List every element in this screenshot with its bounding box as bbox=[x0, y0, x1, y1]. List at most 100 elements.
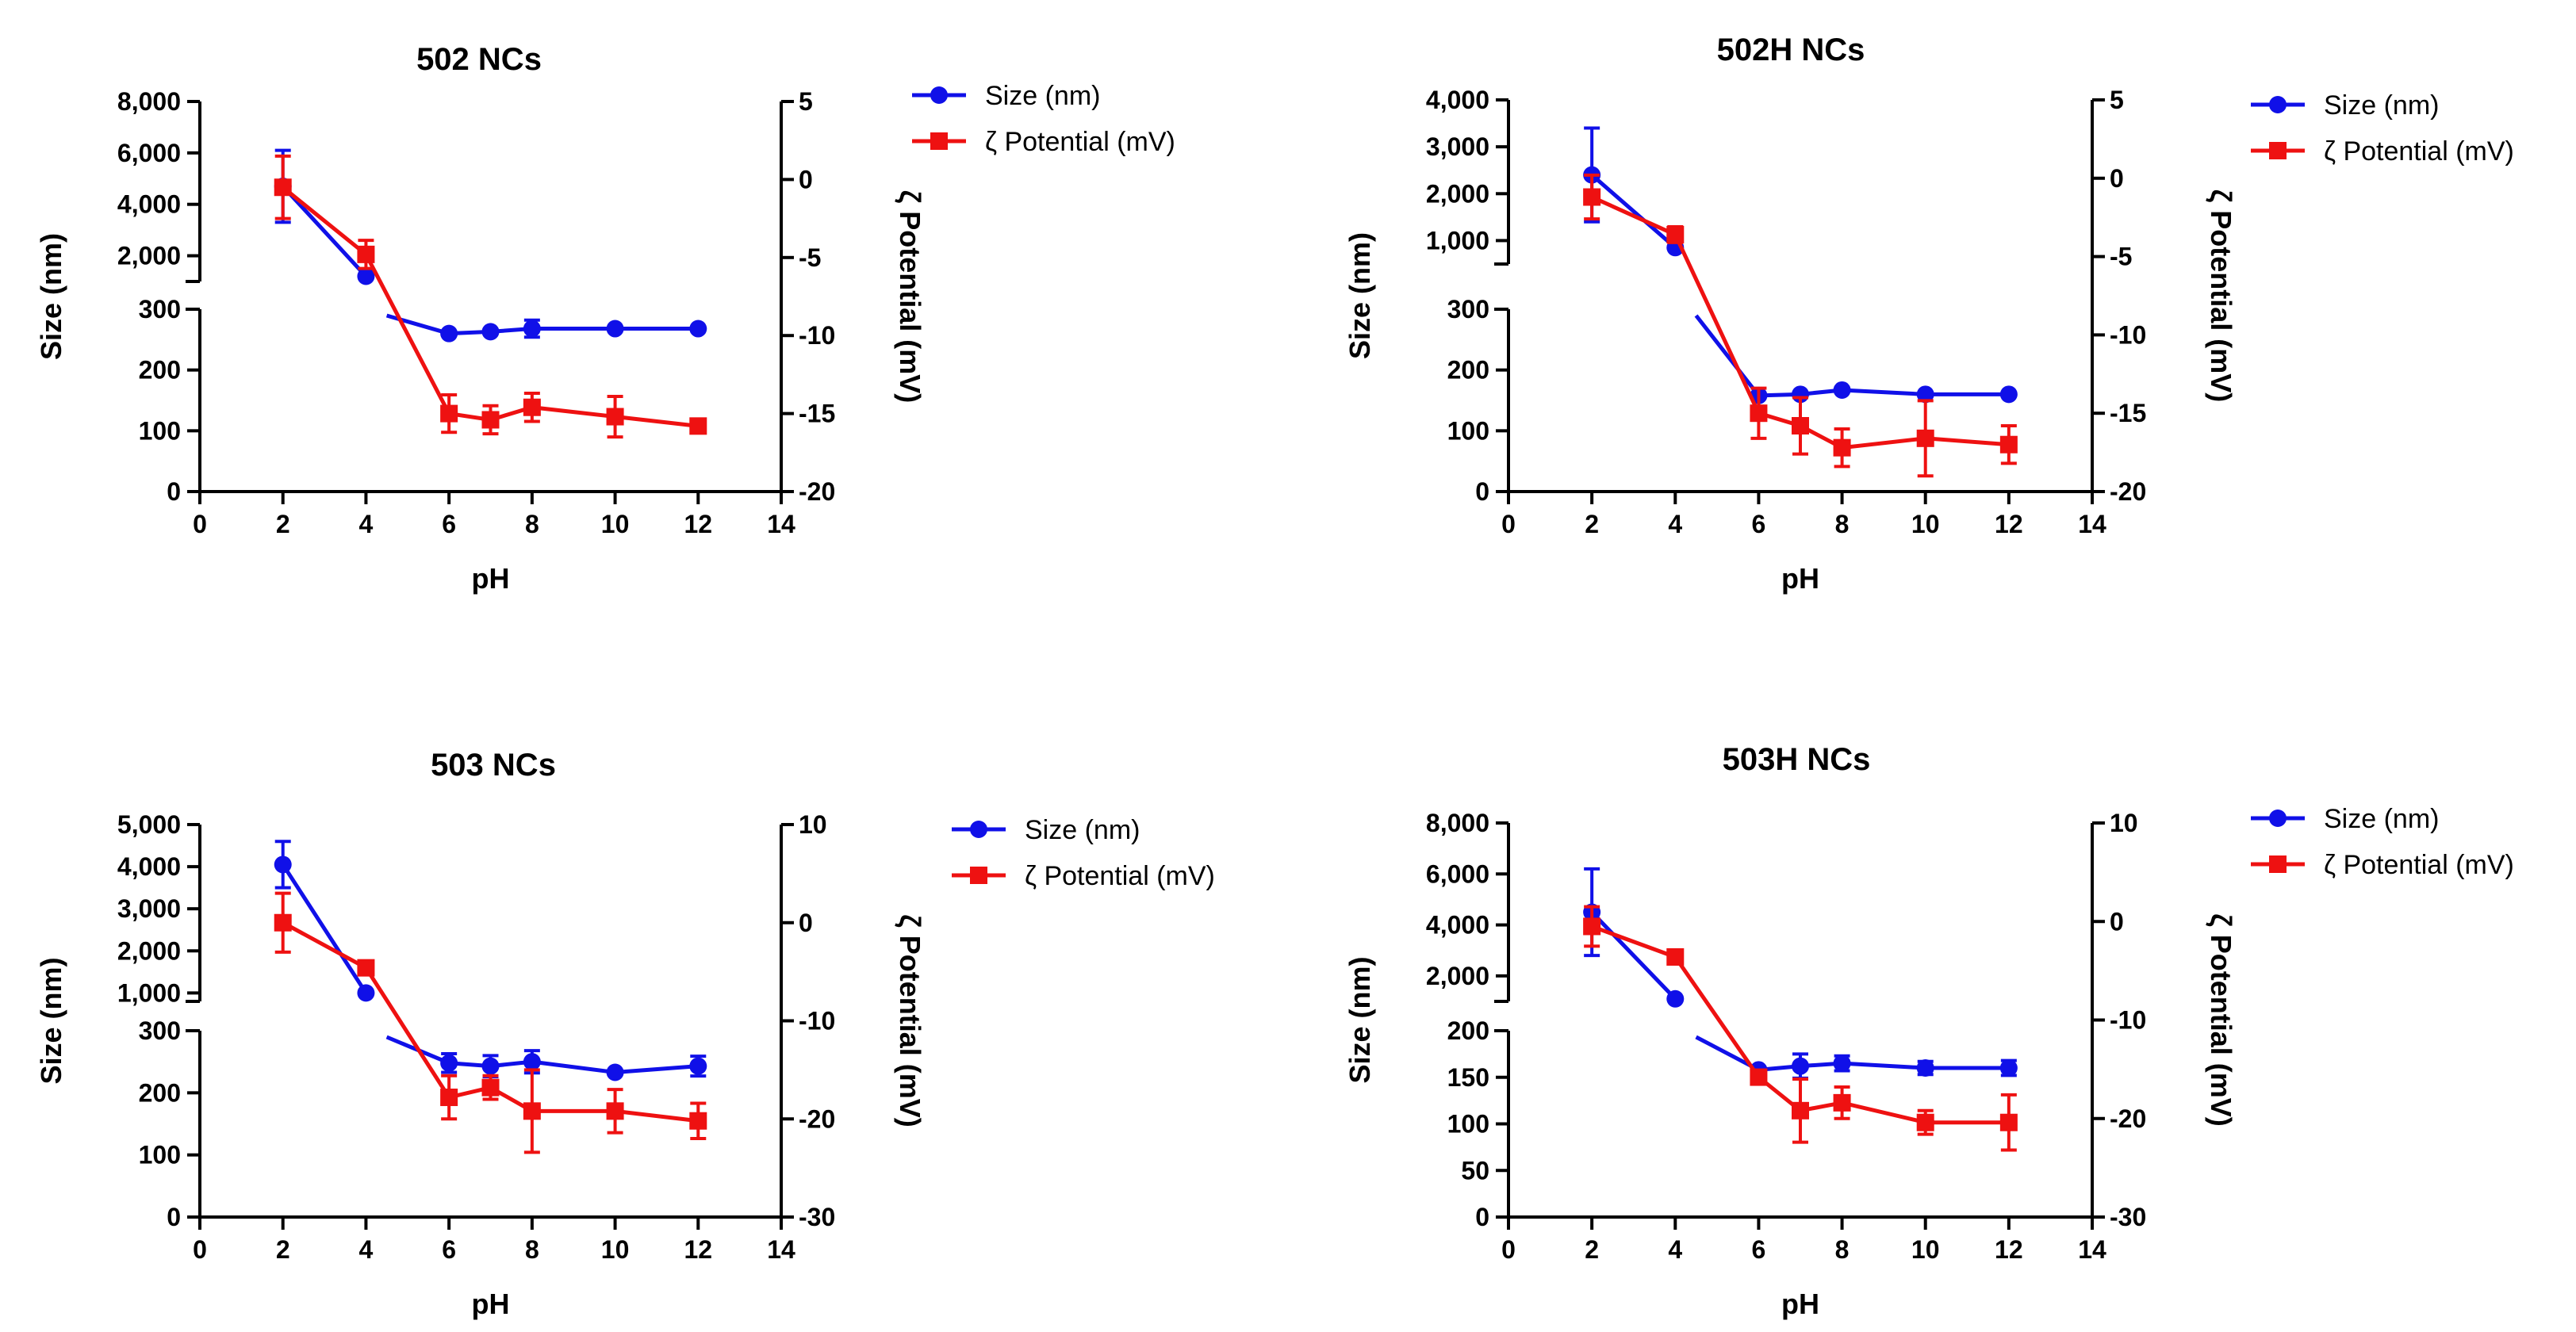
series-zeta bbox=[274, 891, 707, 1154]
left-tick-label: 50 bbox=[1461, 1156, 1489, 1185]
size-data-point bbox=[689, 1057, 707, 1075]
right-tick-label: -20 bbox=[799, 1104, 835, 1133]
legend-size-label: Size (nm) bbox=[1025, 815, 1140, 845]
left-axis: 0 50 100 150 200 2,000 4,000 6,000 8,000 Size (nm… bbox=[1344, 809, 1510, 1231]
size-line-segment bbox=[1590, 910, 1677, 1001]
right-tick-label: 5 bbox=[2110, 86, 2124, 114]
right-tick-label: -20 bbox=[799, 477, 835, 506]
legend-zeta-label: ζ Potential (mV) bbox=[2324, 136, 2514, 166]
x-tick-label: 0 bbox=[193, 510, 207, 538]
zeta-data-point bbox=[357, 245, 375, 263]
size-line-segment bbox=[1842, 1061, 1926, 1070]
y2-axis-label: ζ Potential (mV) bbox=[894, 190, 926, 404]
left-tick-label: 6,000 bbox=[1426, 859, 1489, 888]
zeta-data-point bbox=[1916, 429, 1934, 447]
size-data-point bbox=[606, 1063, 624, 1081]
x-tick-label: 8 bbox=[1835, 1235, 1850, 1264]
y2-axis-label: ζ Potential (mV) bbox=[2205, 189, 2237, 403]
x-axis-label: pH bbox=[1781, 562, 1819, 595]
x-axis: 0 2 4 6 8 10 12 14 pH bbox=[1501, 490, 2106, 595]
left-tick-label: 100 bbox=[1447, 1110, 1489, 1139]
left-tick-label: 8,000 bbox=[1426, 809, 1489, 837]
chart-panel-4: 503H NCs0501001502002,0004,0006,0008,000… bbox=[1344, 742, 2514, 1320]
x-tick-label: 2 bbox=[276, 510, 290, 538]
x-tick-label: 4 bbox=[359, 1235, 374, 1264]
size-line-segment bbox=[1842, 388, 1926, 396]
chart-title: 502H NCs bbox=[1717, 33, 1865, 67]
size-data-point bbox=[357, 984, 375, 1002]
series-zeta bbox=[1583, 173, 2018, 478]
x-tick-label: 10 bbox=[601, 1235, 630, 1264]
legend-zeta-marker bbox=[930, 132, 948, 150]
right-tick-label: -10 bbox=[799, 1007, 835, 1035]
zeta-data-point bbox=[689, 1112, 707, 1130]
right-tick-label: -30 bbox=[799, 1203, 835, 1231]
x-axis: 0 2 4 6 8 10 12 14 pH bbox=[193, 1215, 795, 1320]
zeta-data-point bbox=[606, 1102, 624, 1120]
legend-zeta-label: ζ Potential (mV) bbox=[1025, 861, 1215, 891]
x-tick-label: 2 bbox=[1585, 1235, 1599, 1264]
right-tick-label: -15 bbox=[799, 400, 835, 428]
series-size bbox=[274, 840, 707, 1081]
left-axis: 0 100 200 300 1,000 2,000 3,000 4,000 Size (nm) bbox=[1344, 86, 1510, 506]
legend-zeta-marker bbox=[2269, 855, 2287, 873]
left-tick-label: 8,000 bbox=[117, 87, 181, 116]
size-data-point bbox=[357, 267, 375, 285]
x-axis-label: pH bbox=[472, 562, 510, 595]
left-tick-label: 1,000 bbox=[117, 978, 181, 1007]
y2-axis-label: ζ Potential (mV) bbox=[894, 914, 926, 1127]
right-tick-label: -20 bbox=[2110, 1104, 2146, 1133]
right-tick-label: 0 bbox=[799, 909, 813, 937]
left-axis: 0 100 200 300 2,000 4,000 6,000 8,000 Size (nm) bbox=[35, 87, 201, 506]
zeta-data-point bbox=[1999, 1113, 2018, 1131]
size-line-segment bbox=[531, 1059, 615, 1074]
size-data-point bbox=[689, 320, 707, 338]
left-axis: 0 100 200 300 1,000 2,000 3,000 4,000 5,000 Size … bbox=[35, 810, 201, 1231]
right-tick-label: -5 bbox=[2110, 243, 2132, 271]
chart-panel-3: 503 NCs01002003001,0002,0003,0004,0005,0… bbox=[35, 748, 1215, 1320]
legend-zeta-label: ζ Potential (mV) bbox=[2324, 850, 2514, 880]
size-line-segment bbox=[1694, 314, 1761, 397]
zeta-data-point bbox=[689, 417, 707, 435]
size-data-point bbox=[440, 324, 458, 343]
left-tick-label: 0 bbox=[167, 477, 181, 506]
left-tick-label: 4,000 bbox=[117, 190, 181, 219]
left-tick-label: 2,000 bbox=[117, 936, 181, 965]
right-tick-label: -10 bbox=[2110, 1006, 2146, 1035]
x-tick-label: 6 bbox=[1752, 1235, 1766, 1264]
x-axis: 0 2 4 6 8 10 12 14 pH bbox=[193, 490, 795, 595]
x-tick-label: 12 bbox=[1995, 1235, 2023, 1264]
zeta-data-point bbox=[1750, 1068, 1768, 1086]
left-tick-label: 5,000 bbox=[117, 810, 181, 839]
left-tick-label: 150 bbox=[1447, 1063, 1489, 1092]
left-tick-label: 0 bbox=[167, 1203, 181, 1231]
legend-size-label: Size (nm) bbox=[2324, 804, 2439, 834]
right-tick-label: 0 bbox=[799, 165, 813, 193]
x-tick-label: 14 bbox=[2078, 1235, 2106, 1264]
legend: Size (nm) ζ Potential (mV) bbox=[912, 81, 1175, 157]
legend: Size (nm) ζ Potential (mV) bbox=[952, 815, 1215, 891]
legend-size-marker bbox=[930, 86, 948, 104]
legend-size-label: Size (nm) bbox=[2324, 90, 2439, 121]
left-tick-label: 200 bbox=[1447, 1016, 1489, 1045]
size-line-segment bbox=[1590, 173, 1677, 250]
zeta-data-point bbox=[523, 398, 541, 416]
right-tick-label: -15 bbox=[2110, 399, 2146, 427]
x-tick-label: 6 bbox=[1752, 510, 1766, 538]
x-tick-label: 8 bbox=[525, 1235, 539, 1264]
left-tick-label: 200 bbox=[139, 1078, 181, 1107]
chart-title: 503H NCs bbox=[1723, 742, 1871, 777]
left-tick-label: 3,000 bbox=[1426, 132, 1489, 161]
zeta-data-point bbox=[274, 178, 292, 197]
x-tick-label: 14 bbox=[2078, 510, 2106, 538]
x-tick-label: 4 bbox=[1668, 510, 1682, 538]
right-tick-label: -20 bbox=[2110, 477, 2146, 506]
x-tick-label: 0 bbox=[1501, 1235, 1516, 1264]
zeta-data-point bbox=[1833, 1093, 1851, 1112]
right-tick-label: 0 bbox=[2110, 164, 2124, 193]
right-tick-label: 5 bbox=[799, 87, 813, 116]
x-tick-label: 4 bbox=[1668, 1235, 1682, 1264]
x-tick-label: 6 bbox=[442, 1235, 456, 1264]
legend-zeta-marker bbox=[970, 867, 987, 884]
